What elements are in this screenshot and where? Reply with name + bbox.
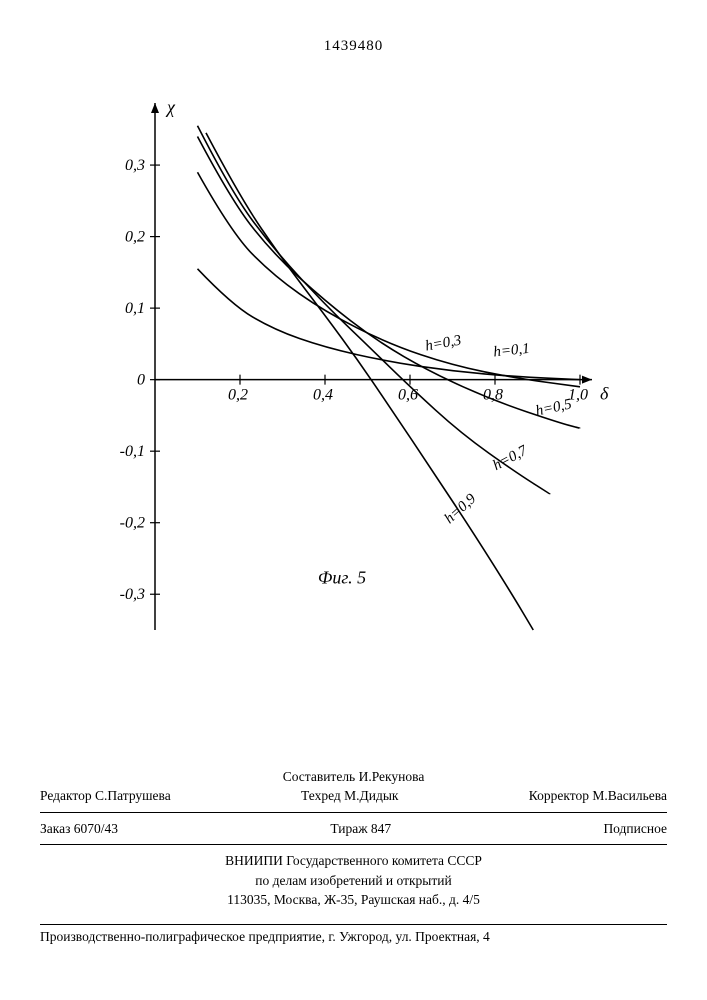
- org-line-1: ВНИИПИ Государственного комитета СССР: [40, 851, 667, 871]
- svg-text:0,1: 0,1: [125, 300, 145, 317]
- svg-text:h=0,3: h=0,3: [424, 332, 463, 354]
- compiler-line: Составитель И.Рекунова: [40, 767, 667, 787]
- svg-text:-0,3: -0,3: [120, 586, 145, 603]
- svg-text:0,4: 0,4: [313, 387, 333, 404]
- colophon-block: Составитель И.Рекунова Редактор С.Патруш…: [40, 767, 667, 910]
- svg-text:h=0,9: h=0,9: [442, 491, 480, 528]
- footer-block: Производственно-полиграфическое предприя…: [40, 924, 667, 945]
- svg-text:0,2: 0,2: [228, 387, 248, 404]
- svg-text:0: 0: [137, 372, 145, 389]
- svg-text:h=0,5: h=0,5: [534, 396, 573, 419]
- svg-text:χ: χ: [165, 97, 176, 117]
- svg-text:Фиг. 5: Фиг. 5: [318, 568, 366, 588]
- org-line-2: по делам изобретений и открытий: [40, 871, 667, 891]
- svg-text:δ: δ: [600, 384, 609, 404]
- svg-text:-0,2: -0,2: [120, 515, 145, 532]
- footer-divider: [40, 924, 667, 925]
- svg-text:0,2: 0,2: [125, 229, 145, 246]
- colophon-divider-1: [40, 812, 667, 813]
- subscription-line: Подписное: [603, 819, 667, 839]
- circulation-line: Тираж 847: [330, 819, 391, 839]
- chart-svg: 0,20,40,60,81,0δ-0,3-0,2-0,100,10,20,3χh…: [80, 100, 600, 660]
- order-line: Заказ 6070/43: [40, 819, 118, 839]
- document-number: 1439480: [0, 38, 707, 55]
- footer-text: Производственно-полиграфическое предприя…: [40, 929, 667, 945]
- techred-line: Техред М.Дидык: [301, 786, 398, 806]
- colophon-divider-2: [40, 844, 667, 845]
- svg-text:0,3: 0,3: [125, 157, 145, 174]
- svg-text:1,0: 1,0: [568, 387, 588, 404]
- corrector-line: Корректор М.Васильева: [529, 786, 667, 806]
- svg-text:-0,1: -0,1: [120, 443, 145, 460]
- address-line: 113035, Москва, Ж-35, Раушская наб., д. …: [40, 890, 667, 910]
- svg-text:0,8: 0,8: [483, 387, 503, 404]
- chart-figure: 0,20,40,60,81,0δ-0,3-0,2-0,100,10,20,3χh…: [80, 100, 600, 660]
- editor-line: Редактор С.Патрушева: [40, 786, 171, 806]
- svg-text:h=0,1: h=0,1: [493, 341, 531, 361]
- svg-text:0,6: 0,6: [398, 387, 418, 404]
